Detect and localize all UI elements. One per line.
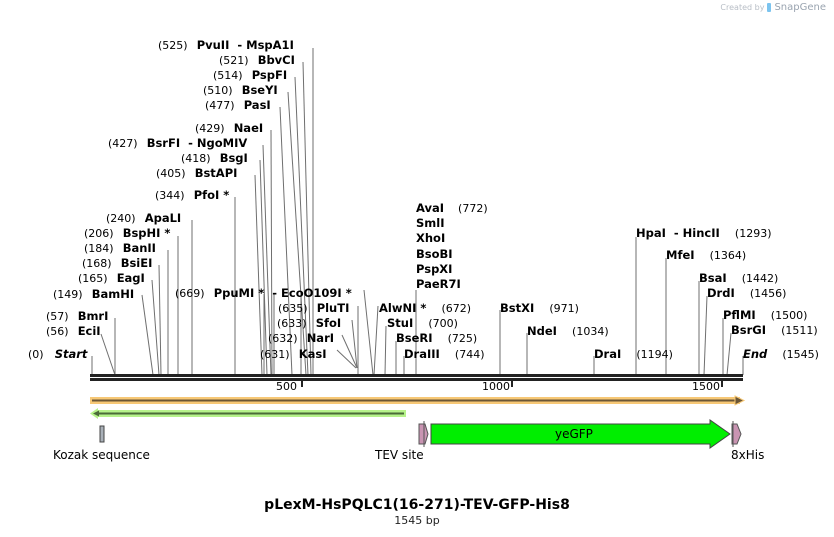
site-pvuii-mspa1i[interactable]: (525) PvuII - MspA1I	[158, 38, 294, 52]
site-apali[interactable]: (240) ApaLI	[106, 211, 182, 225]
kozak-sequence-feature[interactable]	[99, 425, 105, 443]
site-bbvci[interactable]: (521) BbvCI	[219, 53, 295, 67]
ruler-label-1500: 1500	[692, 380, 720, 393]
map-length: 1545 bp	[394, 514, 440, 527]
site-bsai[interactable]: BsaI (1442)	[699, 271, 779, 285]
site-bsrgi[interactable]: BsrGI (1511)	[731, 323, 818, 337]
site-pspfi[interactable]: (514) PspFI	[213, 68, 288, 82]
site-eagi[interactable]: (165) EagI	[78, 271, 145, 285]
yegfp-feature[interactable]	[430, 419, 731, 449]
site-avai-group[interactable]: AvaI (772) SmlI XhoI BsoBI PspXI PaeR7I	[416, 201, 488, 292]
site-bseri[interactable]: BseRI (725)	[396, 331, 478, 345]
site-bstapi[interactable]: (405) BstAPI	[156, 166, 238, 180]
snapgene-watermark: Created by SnapGene	[720, 2, 826, 13]
site-end[interactable]: End (1545)	[743, 347, 819, 361]
site-pluti[interactable]: (635) PluTI	[278, 301, 350, 315]
site-bsphi[interactable]: (206) BspHI *	[84, 226, 171, 240]
site-ecii[interactable]: (56) EciI	[46, 324, 101, 338]
feature-label-tev: TEV site	[375, 448, 424, 462]
8xhis-feature[interactable]	[731, 423, 742, 445]
site-pflmi[interactable]: PflMI (1500)	[723, 308, 808, 322]
watermark-prefix: Created by	[720, 3, 765, 12]
site-draiii[interactable]: DraIII (744)	[404, 347, 485, 361]
site-mfei[interactable]: MfeI (1364)	[666, 248, 747, 262]
site-pasi[interactable]: (477) PasI	[205, 98, 271, 112]
site-bamhi[interactable]: (149) BamHI	[53, 287, 135, 301]
site-alwni[interactable]: AlwNI * (672)	[379, 301, 472, 315]
watermark-brand: SnapGene	[774, 2, 826, 13]
site-sfoi[interactable]: (633) SfoI	[277, 316, 342, 330]
orf-forward-arrow[interactable]	[90, 395, 746, 406]
site-nari[interactable]: (632) NarI	[268, 331, 335, 345]
map-title: pLexM-HsPQLC1(16-271)-TEV-GFP-His8	[264, 497, 570, 513]
feature-label-kozak: Kozak sequence	[53, 448, 150, 462]
site-bseyi[interactable]: (510) BseYI	[203, 83, 278, 97]
site-drdi[interactable]: DrdI (1456)	[707, 286, 787, 300]
snapgene-logo-icon	[767, 3, 772, 12]
site-drai[interactable]: DraI (1194)	[594, 347, 673, 361]
ruler-ticks	[301, 381, 723, 387]
site-bstxi[interactable]: BstXI (971)	[500, 301, 579, 315]
site-ndei[interactable]: NdeI (1034)	[527, 324, 609, 338]
site-bsiei[interactable]: (168) BsiEI	[82, 256, 153, 270]
ruler-label-500: 500	[276, 380, 297, 393]
site-ppumi-eco0109i[interactable]: (669) PpuMI * - EcoO109I *	[175, 286, 352, 300]
site-connector-lines	[91, 48, 744, 376]
feature-label-yegfp: yeGFP	[555, 427, 593, 441]
site-start[interactable]: (0) Start	[28, 347, 88, 361]
site-hpai-hincii[interactable]: HpaI - HincII (1293)	[636, 226, 772, 240]
site-bsrfi-ngomiv[interactable]: (427) BsrFI - NgoMIV	[108, 136, 248, 150]
site-kasi[interactable]: (631) KasI	[260, 347, 327, 361]
ruler-label-1000: 1000	[482, 380, 510, 393]
site-bmri[interactable]: (57) BmrI	[46, 309, 109, 323]
dna-backbone-bottom	[90, 378, 743, 381]
site-banii[interactable]: (184) BanII	[84, 241, 156, 255]
dna-backbone-top	[90, 374, 743, 377]
feature-label-8xhis: 8xHis	[731, 448, 765, 462]
site-stui[interactable]: StuI (700)	[387, 316, 458, 330]
site-bsgi[interactable]: (418) BsgI	[181, 151, 248, 165]
orf-reverse-arrow[interactable]	[90, 408, 406, 419]
site-naei[interactable]: (429) NaeI	[195, 121, 264, 135]
site-pfoi[interactable]: (344) PfoI *	[155, 188, 230, 202]
